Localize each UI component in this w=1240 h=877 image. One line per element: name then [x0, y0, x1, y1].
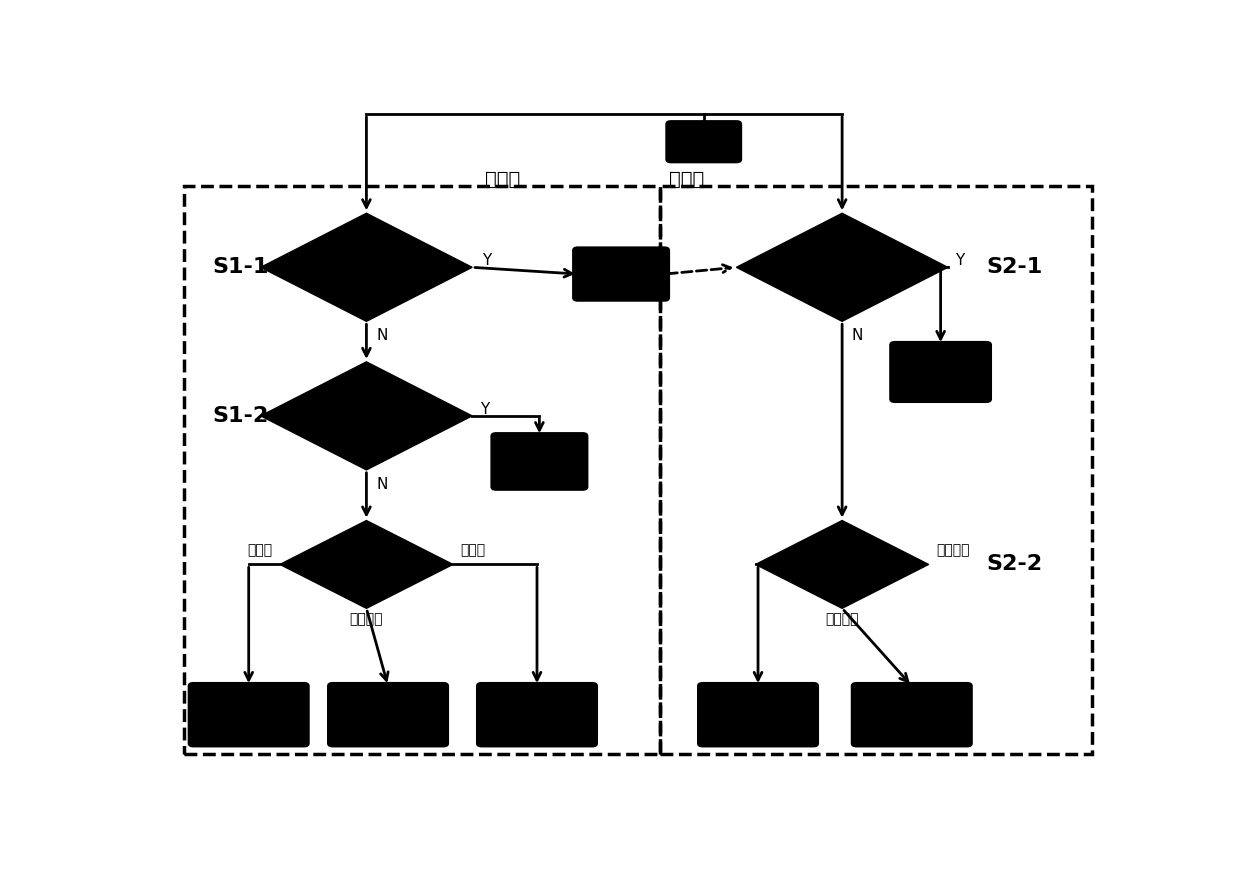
Polygon shape [260, 213, 472, 321]
Text: S2-1: S2-1 [986, 257, 1043, 277]
Text: S1-1: S1-1 [213, 257, 269, 277]
FancyBboxPatch shape [490, 432, 589, 491]
Text: N: N [376, 477, 387, 492]
Text: Y: Y [480, 402, 489, 417]
Text: 晚高峰: 晚高峰 [247, 544, 273, 558]
Text: 商业区: 商业区 [670, 170, 704, 189]
Polygon shape [280, 521, 453, 609]
FancyBboxPatch shape [697, 682, 820, 747]
FancyBboxPatch shape [889, 341, 992, 403]
Polygon shape [260, 362, 472, 470]
Text: S2-2: S2-2 [986, 554, 1043, 574]
FancyBboxPatch shape [187, 682, 310, 747]
FancyBboxPatch shape [666, 120, 743, 163]
Text: 非峰非谷: 非峰非谷 [350, 612, 383, 625]
Text: N: N [376, 328, 387, 343]
FancyBboxPatch shape [851, 682, 973, 747]
Polygon shape [737, 213, 947, 321]
FancyBboxPatch shape [476, 682, 598, 747]
Text: 日间高峰: 日间高峰 [936, 544, 970, 558]
Bar [660, 186, 1092, 753]
Text: 居民区: 居民区 [485, 170, 521, 189]
Text: Y: Y [956, 253, 965, 268]
Polygon shape [755, 521, 929, 609]
FancyBboxPatch shape [572, 246, 670, 302]
Text: 非峰时段: 非峰时段 [826, 612, 859, 625]
Text: N: N [852, 328, 863, 343]
Text: S1-2: S1-2 [213, 406, 269, 426]
Bar [184, 186, 660, 753]
FancyBboxPatch shape [327, 682, 449, 747]
Text: Y: Y [481, 253, 491, 268]
Text: 谷时段: 谷时段 [460, 544, 486, 558]
